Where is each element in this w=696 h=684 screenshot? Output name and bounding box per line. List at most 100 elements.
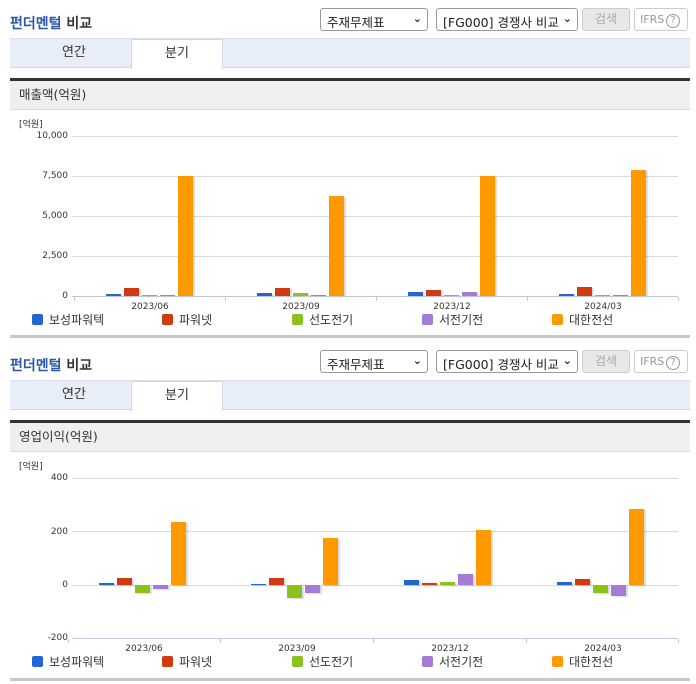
- legend-item-taihan[interactable]: 대한전선: [552, 655, 613, 669]
- legend-item-seojeon[interactable]: 서전기전: [422, 655, 483, 669]
- bar[interactable]: [269, 577, 284, 585]
- bar[interactable]: [613, 294, 628, 296]
- legend-item-sundo[interactable]: 선도전기: [292, 313, 353, 327]
- bar[interactable]: [124, 288, 139, 296]
- legend-item-powernet[interactable]: 파워넷: [162, 655, 212, 669]
- bar[interactable]: [160, 294, 175, 296]
- statement-type-select[interactable]: 주재무제표 ⌄: [320, 350, 428, 373]
- bar[interactable]: [99, 582, 114, 585]
- x-tick: [526, 639, 527, 643]
- gridline: [72, 216, 678, 217]
- title-rest: 비교: [61, 16, 93, 32]
- select-value: [FG000] 경쟁사 비교: [443, 357, 559, 372]
- bar[interactable]: [458, 573, 473, 585]
- bar[interactable]: [287, 585, 302, 599]
- section-divider: [10, 678, 690, 681]
- bar[interactable]: [426, 289, 441, 296]
- gridline: [72, 256, 678, 257]
- tab-quarterly[interactable]: 분기: [131, 381, 223, 411]
- legend-item-taihan[interactable]: 대한전선: [552, 313, 613, 327]
- bar[interactable]: [135, 585, 150, 594]
- comparison-type-select[interactable]: [FG000] 경쟁사 비교 ⌄: [436, 8, 578, 31]
- bar[interactable]: [629, 508, 644, 585]
- bar[interactable]: [440, 582, 455, 585]
- search-button[interactable]: 검색: [582, 350, 630, 373]
- legend-item-powernet[interactable]: 파워넷: [162, 313, 212, 327]
- bar[interactable]: [577, 287, 592, 296]
- bar[interactable]: [559, 293, 574, 296]
- question-icon: ?: [666, 356, 681, 370]
- bar[interactable]: [593, 585, 608, 594]
- swatch-icon: [32, 656, 43, 667]
- bar[interactable]: [462, 292, 477, 296]
- y-tick: 5,000: [42, 211, 68, 221]
- bar[interactable]: [106, 293, 121, 296]
- bar[interactable]: [422, 582, 437, 585]
- statement-type-select[interactable]: 주재무제표 ⌄: [320, 8, 428, 31]
- bar[interactable]: [444, 294, 459, 296]
- ifrs-help-button[interactable]: IFRS?: [634, 350, 688, 373]
- bar[interactable]: [408, 292, 423, 296]
- bar[interactable]: [171, 521, 186, 585]
- bar[interactable]: [404, 580, 419, 585]
- search-button[interactable]: 검색: [582, 8, 630, 31]
- legend-item-bosung[interactable]: 보성파워텍: [32, 655, 104, 669]
- period-tabs: 연간 분기: [10, 380, 690, 411]
- swatch-icon: [292, 314, 303, 325]
- comparison-type-select[interactable]: [FG000] 경쟁사 비교 ⌄: [436, 350, 578, 373]
- y-tick: 10,000: [36, 131, 69, 141]
- gridline: [72, 176, 678, 177]
- bar[interactable]: [257, 293, 272, 296]
- x-label: 2023/06: [131, 302, 169, 312]
- bar[interactable]: [142, 294, 157, 296]
- bar[interactable]: [480, 176, 495, 296]
- bar[interactable]: [575, 578, 590, 585]
- x-tick: [527, 297, 528, 301]
- ifrs-help-button[interactable]: IFRS?: [634, 8, 688, 31]
- bar[interactable]: [293, 293, 308, 296]
- bar[interactable]: [595, 294, 610, 296]
- gridline: [72, 585, 678, 586]
- y-tick: -200: [47, 633, 68, 643]
- tab-annual[interactable]: 연간: [62, 45, 86, 60]
- bar[interactable]: [611, 585, 626, 596]
- bar[interactable]: [117, 577, 132, 585]
- bar[interactable]: [275, 288, 290, 296]
- swatch-icon: [162, 656, 173, 667]
- chart-header: 매출액(억원): [10, 78, 690, 110]
- bar[interactable]: [178, 176, 193, 296]
- unit-label: [억원]: [19, 120, 43, 130]
- bar[interactable]: [631, 170, 646, 296]
- bar[interactable]: [251, 583, 266, 585]
- bar[interactable]: [476, 529, 491, 585]
- legend-item-sundo[interactable]: 선도전기: [292, 655, 353, 669]
- select-value: 주재무제표: [327, 357, 385, 372]
- unit-label: [억원]: [19, 462, 43, 472]
- x-tick: [678, 639, 679, 643]
- legend-label: 선도전기: [309, 313, 354, 327]
- x-tick: [68, 639, 69, 643]
- legend-item-seojeon[interactable]: 서전기전: [422, 313, 483, 327]
- bar[interactable]: [311, 294, 326, 296]
- swatch-icon: [552, 656, 563, 667]
- legend-label: 파워넷: [179, 313, 213, 327]
- swatch-icon: [32, 314, 43, 325]
- bar[interactable]: [329, 196, 344, 296]
- ifrs-label: IFRS: [640, 355, 665, 368]
- bar[interactable]: [557, 582, 572, 585]
- tab-annual[interactable]: 연간: [62, 387, 86, 402]
- bar[interactable]: [323, 538, 338, 585]
- chevron-down-icon: ⌄: [562, 12, 572, 25]
- legend-item-bosung[interactable]: 보성파워텍: [32, 313, 104, 327]
- y-tick: 7,500: [42, 171, 68, 181]
- y-tick: 400: [50, 473, 68, 483]
- legend-label: 서전기전: [439, 655, 484, 669]
- x-label: 2023/06: [125, 644, 163, 654]
- x-axis: [72, 638, 678, 639]
- swatch-icon: [422, 314, 433, 325]
- bar[interactable]: [153, 585, 168, 589]
- gridline: [72, 136, 678, 137]
- tab-quarterly[interactable]: 분기: [131, 39, 223, 69]
- chart-legend: 보성파워텍 파워넷 선도전기 서전기전 대한전선: [0, 655, 696, 671]
- bar[interactable]: [305, 585, 320, 594]
